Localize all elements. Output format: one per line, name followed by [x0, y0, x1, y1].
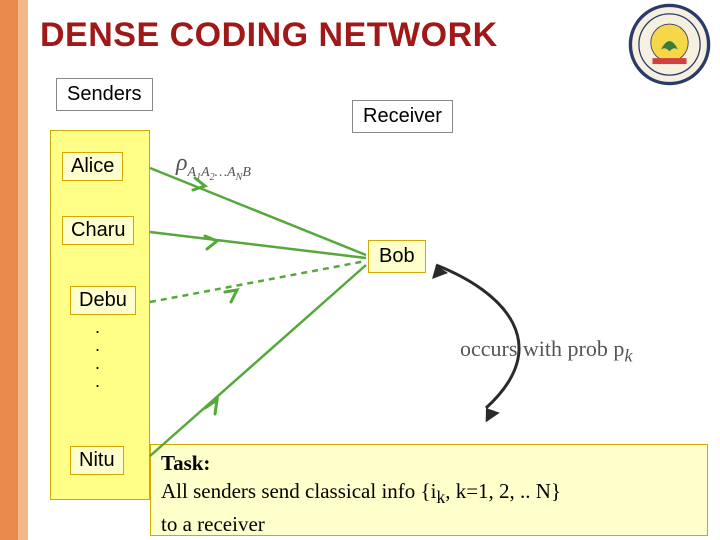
arrow-nitu: [150, 265, 366, 456]
prob-arrowhead-down: [479, 405, 500, 426]
sender-debu: Debu: [70, 286, 136, 315]
sender-charu: Charu: [62, 216, 134, 245]
prob-formula: occurs with prob pk: [460, 336, 633, 366]
task-line1a: All senders send classical info {i: [161, 479, 436, 503]
arrowhead-icon: [225, 290, 237, 302]
arrowhead-icon: [205, 236, 217, 249]
task-label: Task:: [161, 451, 210, 475]
sender-dots: . . . .: [95, 318, 100, 390]
receiver-label: Receiver: [352, 100, 453, 133]
sender-nitu: Nitu: [70, 446, 124, 475]
senders-column: [50, 130, 150, 500]
receiver-bob: Bob: [368, 240, 426, 273]
prob-text: occurs with prob p: [460, 336, 624, 361]
arrowhead-icon: [205, 400, 217, 414]
rho-formula: ρA1A2…ANB: [176, 150, 251, 183]
prob-arrowhead-up: [432, 265, 448, 279]
accent-stripe: [0, 0, 18, 540]
rho-symbol: ρ: [176, 150, 188, 176]
sender-alice: Alice: [62, 152, 123, 181]
task-line1b: , k=1, 2, .. N}: [445, 479, 561, 503]
task-sub: k: [436, 488, 445, 508]
task-line2: to a receiver: [161, 512, 265, 536]
arrow-debu: [150, 261, 366, 302]
senders-label: Senders: [56, 78, 153, 111]
page-title: DENSE CODING NETWORK: [40, 16, 498, 55]
task-box: Task: All senders send classical info {i…: [150, 444, 708, 536]
institute-logo: [627, 2, 712, 87]
prob-sub: k: [624, 345, 632, 365]
arrow-charu: [150, 232, 366, 258]
